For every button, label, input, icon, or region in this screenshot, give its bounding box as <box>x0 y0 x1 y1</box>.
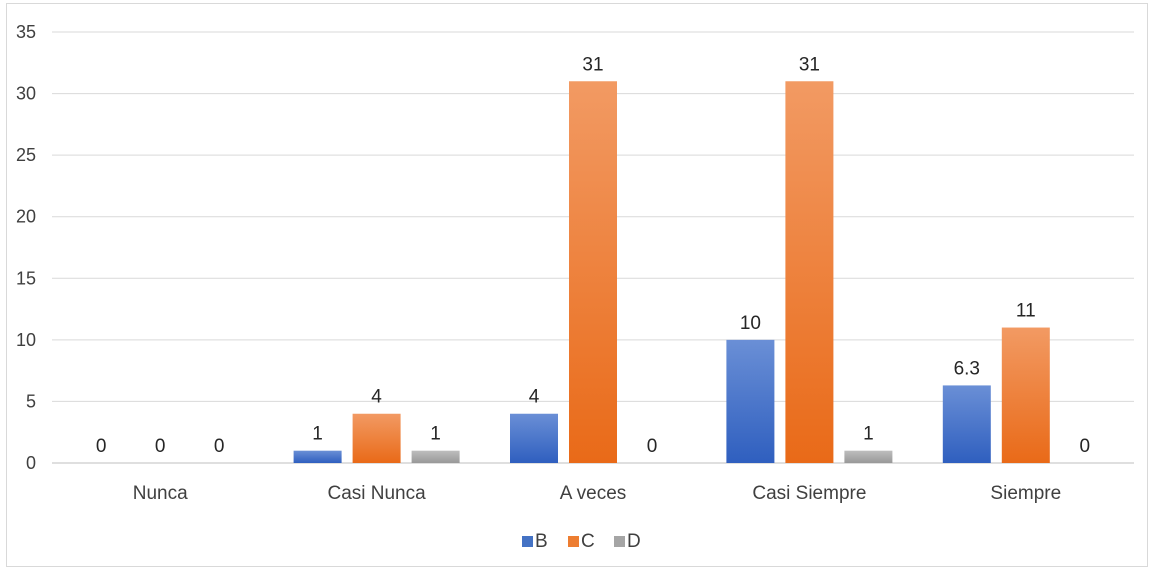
bar-d-3 <box>844 450 893 463</box>
data-label: 31 <box>799 54 820 75</box>
data-label: 6.3 <box>954 358 980 379</box>
data-label: 1 <box>312 424 323 445</box>
bar-d-1 <box>411 450 460 463</box>
y-tick-label: 5 <box>26 391 36 411</box>
legend-label: B <box>535 531 548 552</box>
legend-label: D <box>627 531 641 552</box>
data-label: 0 <box>1080 436 1091 457</box>
data-label: 31 <box>582 54 603 75</box>
legend-label: C <box>581 531 595 552</box>
data-label: 4 <box>371 387 382 408</box>
x-tick-label: Nunca <box>133 483 188 504</box>
data-label: 0 <box>96 436 107 457</box>
legend-swatch-b <box>522 536 533 547</box>
x-tick-label: Casi Nunca <box>327 483 426 504</box>
y-tick-label: 25 <box>16 145 36 165</box>
x-tick-label: A veces <box>560 483 627 504</box>
legend-swatch-c <box>568 536 579 547</box>
legend: B C D <box>522 531 641 552</box>
bar-c-2 <box>569 81 617 463</box>
y-tick-label: 15 <box>16 268 36 288</box>
data-label: 1 <box>863 424 874 445</box>
legend-swatch-d <box>614 536 625 547</box>
data-label: 11 <box>1016 301 1036 322</box>
bar-c-3 <box>785 81 834 463</box>
bar-b-1 <box>293 450 342 463</box>
bar-b-4 <box>942 385 991 463</box>
data-label: 1 <box>430 424 441 445</box>
x-axis: Nunca Casi Nunca A veces Casi Siempre Siempr… <box>133 483 1061 504</box>
data-label: 0 <box>214 436 225 457</box>
y-axis: 0 5 10 15 20 25 30 35 <box>16 22 36 473</box>
x-tick-label: Casi Siempre <box>752 483 866 504</box>
bar-c-1 <box>352 413 401 463</box>
x-tick-label: Siempre <box>990 483 1061 504</box>
data-label: 0 <box>647 436 658 457</box>
y-tick-label: 20 <box>16 207 36 227</box>
bar-b-2 <box>510 413 558 463</box>
bar-b-3 <box>726 339 775 463</box>
bars <box>293 81 1050 463</box>
y-tick-label: 35 <box>16 22 36 42</box>
data-label: 4 <box>529 387 540 408</box>
data-label: 0 <box>155 436 166 457</box>
data-label: 10 <box>740 313 761 334</box>
data-labels: 0 0 0 1 4 1 4 31 0 10 31 1 6.3 11 0 <box>96 54 1090 457</box>
y-tick-label: 30 <box>16 84 36 104</box>
y-tick-label: 0 <box>26 453 36 473</box>
y-tick-label: 10 <box>16 330 36 350</box>
bar-c-4 <box>1001 327 1050 463</box>
